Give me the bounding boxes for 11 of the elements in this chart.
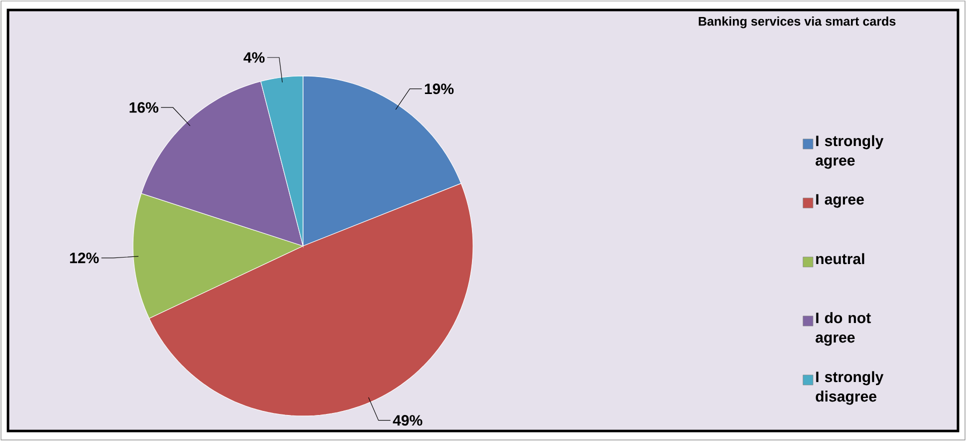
legend-label: neutral [816,253,864,264]
legend-label: I strongly disagree [816,371,884,405]
legend-label: I agree [816,194,864,208]
data-label: 19% [424,84,454,94]
data-label: 16% [130,102,158,113]
data-label: 4% [244,52,265,63]
legend-label: I strongly agree [816,135,884,169]
data-label: 49% [392,415,422,426]
data-label: 12% [70,252,99,264]
chart-title: Banking services via smart cards [698,16,896,28]
legend-label: I do not agree [816,312,871,346]
